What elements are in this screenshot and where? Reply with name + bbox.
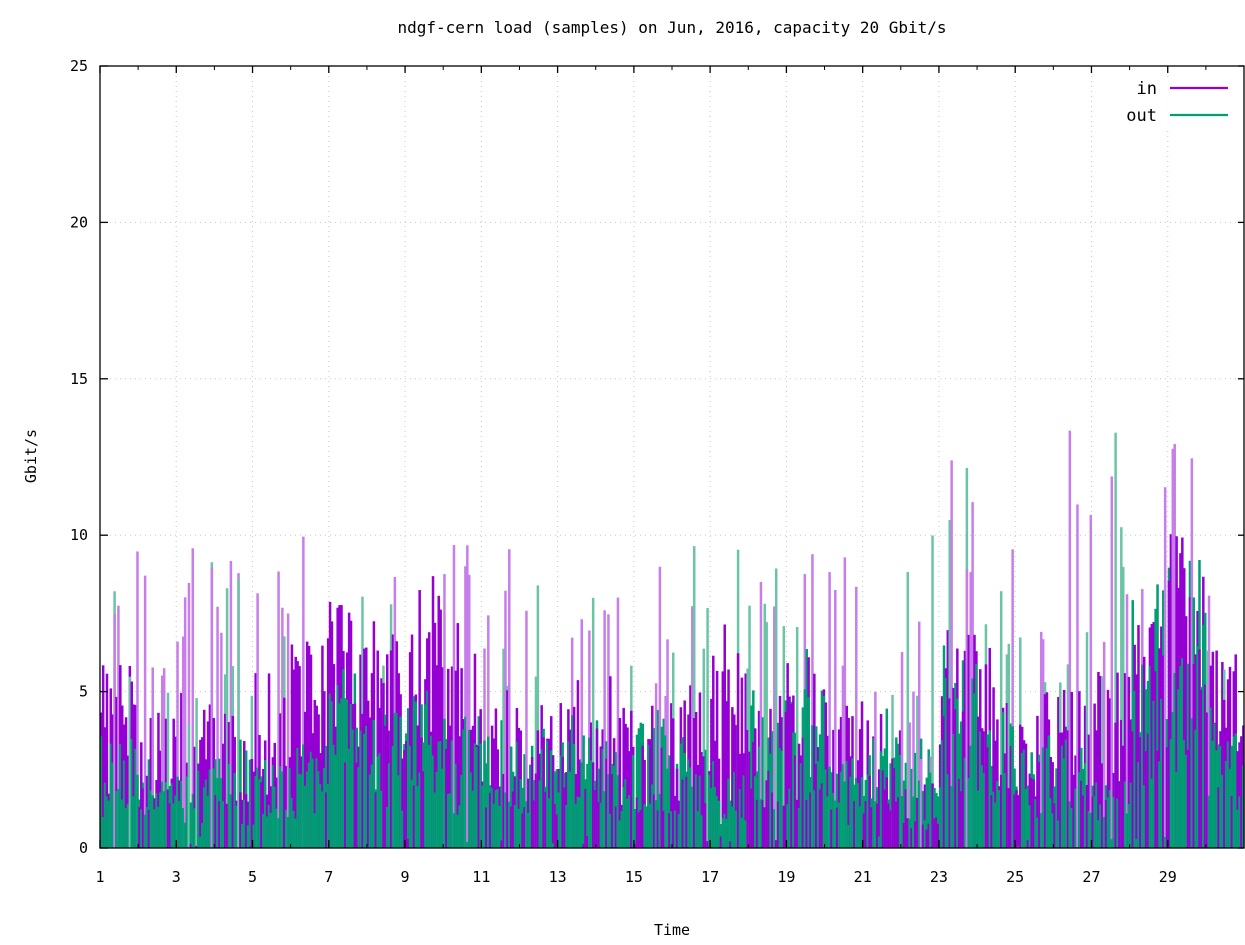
x-tick-label-5: 11 [472,868,490,886]
y-tick-label-4: 20 [70,213,88,231]
legend: in out [1126,78,1242,128]
x-tick-label-3: 7 [324,868,333,886]
x-tick-label-13: 27 [1082,868,1100,886]
y-axis-title: Gbit/s [22,429,40,483]
y-tick-label-1: 5 [79,683,88,701]
legend-label-in: in [1137,79,1157,99]
data-bars [100,431,1245,848]
x-tick-label-11: 23 [930,868,948,886]
x-tick-label-10: 21 [854,868,872,886]
x-tick-label-0: 1 [95,868,104,886]
y-tick-label-0: 0 [79,839,88,857]
legend-label-out: out [1126,106,1157,126]
x-tick-label-14: 29 [1159,868,1177,886]
chart-title: ndgf-cern load (samples) on Jun, 2016, c… [397,18,946,37]
x-tick-label-6: 13 [549,868,567,886]
x-tick-label-12: 25 [1006,868,1024,886]
x-tick-label-9: 19 [777,868,795,886]
x-axis-title: Time [654,921,690,939]
x-tick-label-7: 15 [625,868,643,886]
x-tick-label-2: 5 [248,868,257,886]
x-tick-label-4: 9 [401,868,410,886]
x-tick-label-1: 3 [172,868,181,886]
x-tick-label-8: 17 [701,868,719,886]
y-tick-label-3: 15 [70,370,88,388]
y-tick-label-2: 10 [70,526,88,544]
y-tick-label-5: 25 [70,57,88,75]
